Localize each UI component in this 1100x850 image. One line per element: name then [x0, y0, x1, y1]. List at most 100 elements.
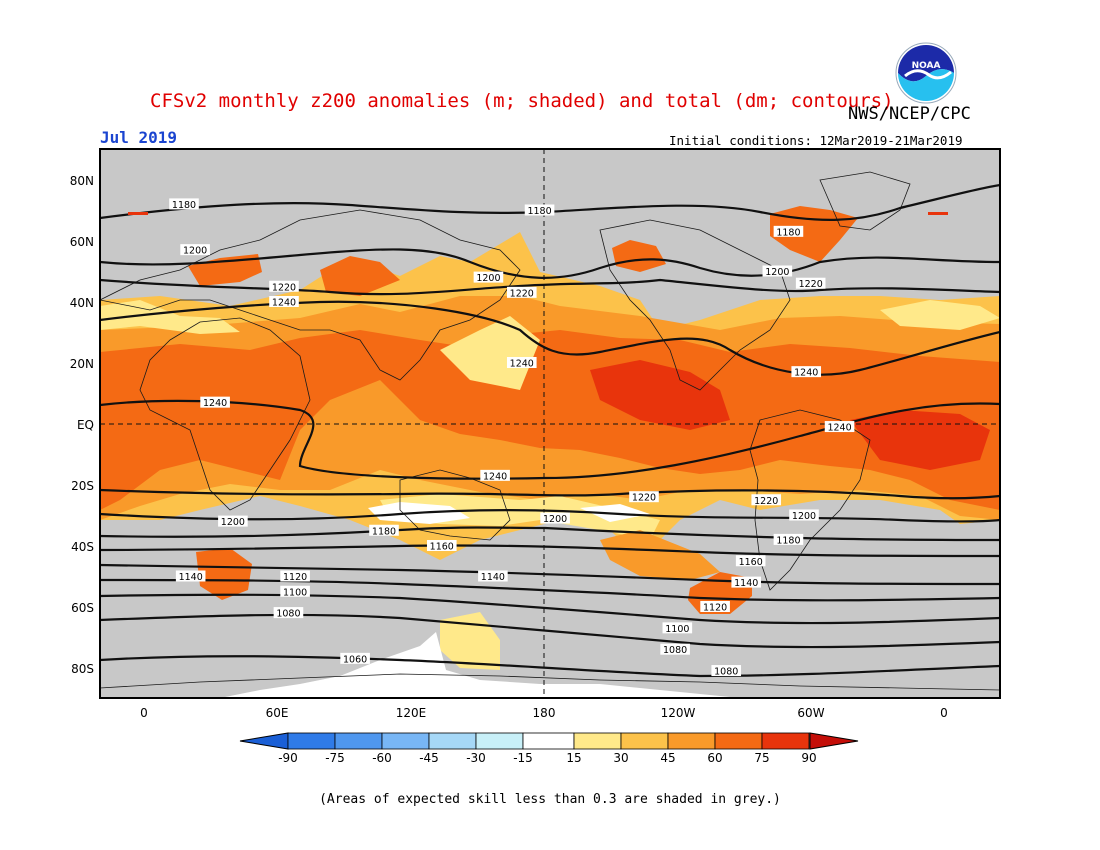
svg-text:1240: 1240 [483, 471, 507, 482]
anomaly-fill-75-90 [850, 410, 990, 470]
contour-label: 1180 [524, 204, 555, 217]
contour-label: 1080 [660, 643, 690, 656]
colorbar-cell [428, 732, 477, 750]
svg-text:1240: 1240 [510, 359, 534, 370]
coastline-australia [399, 469, 511, 541]
marker-dash [128, 212, 148, 215]
contour-label: 1200 [789, 509, 819, 522]
svg-text:1080: 1080 [663, 645, 687, 656]
contour-label: 1140 [731, 576, 762, 589]
lon-label: 0 [140, 706, 148, 720]
contour-label: 1200 [762, 265, 793, 278]
map-title: CFSv2 monthly z200 anomalies (m; shaded)… [150, 90, 894, 112]
lat-label: 80N [70, 174, 94, 188]
colorbar-label: -90 [278, 751, 298, 765]
contour-1180-south [100, 526, 1000, 542]
contour-label: 1220 [269, 280, 299, 293]
contour-1200-north [100, 248, 1000, 279]
contour-label: 1200 [473, 271, 504, 284]
lat-label: 40N [70, 296, 94, 310]
contour-label: 1240 [791, 366, 822, 379]
svg-text:1220: 1220 [510, 288, 534, 299]
colorbar-cell [334, 732, 383, 750]
svg-text:1240: 1240 [272, 298, 296, 309]
contour-label: 1100 [280, 585, 310, 598]
skill-footnote: (Areas of expected skill less than 0.3 a… [319, 792, 781, 807]
contour-label: 1240 [824, 421, 855, 434]
contour-label: 1100 [662, 622, 693, 635]
contour-label: 1140 [478, 570, 508, 583]
contour-label: 1060 [340, 652, 370, 665]
contour-1160-south [100, 544, 1000, 558]
contour-1060-south [100, 655, 1000, 678]
contour-lines [100, 183, 1000, 678]
lon-label: 120W [661, 706, 696, 720]
coastline-greenland [819, 171, 911, 231]
lon-label: 180 [533, 706, 556, 720]
contour-label: 1200 [218, 515, 248, 528]
svg-text:1200: 1200 [221, 517, 245, 528]
lat-label: 20N [70, 357, 94, 371]
colorbar-cell [761, 732, 810, 750]
contour-label: 1200 [180, 244, 210, 257]
contour-label: 1240 [506, 357, 537, 370]
svg-text:1220: 1220 [799, 279, 823, 290]
svg-text:1180: 1180 [776, 535, 800, 546]
anomaly-fill-45-60 [600, 530, 720, 580]
svg-text:1060: 1060 [343, 654, 367, 665]
contour-label: 1220 [629, 491, 659, 504]
svg-text:1220: 1220 [632, 493, 656, 504]
contour-label: 1240 [480, 469, 510, 482]
lat-label: EQ [77, 418, 94, 432]
lat-label: 80S [71, 662, 94, 676]
lon-label: 60E [266, 706, 289, 720]
colorbar-arrow-high [809, 732, 859, 750]
lat-label: 60N [70, 235, 94, 249]
contour-label-layer: 1180 1180 1180 1200 1200 1200 1220 1220 1220 1240… [169, 198, 855, 678]
colorbar-cell [475, 732, 524, 750]
anomaly-fill-60-75 [196, 548, 252, 600]
contour-1140-south [100, 563, 1000, 586]
svg-text:1140: 1140 [481, 572, 505, 583]
anomaly-fill-60-75 [320, 256, 400, 296]
contour-1080-south [100, 613, 1000, 649]
contour-label: 1240 [269, 296, 299, 309]
svg-text:1180: 1180 [527, 206, 551, 217]
svg-text:1220: 1220 [754, 496, 778, 507]
lon-axis: 0 60E 120E 180 120W 60W 0 [140, 706, 948, 720]
contour-label: 1120 [700, 601, 730, 614]
svg-text:1160: 1160 [739, 557, 763, 568]
noaa-logo: NOAA [895, 42, 957, 104]
anomaly-fill-75-90 [590, 360, 730, 430]
svg-text:1100: 1100 [283, 587, 307, 598]
contour-1100-south [100, 593, 1000, 625]
svg-text:1220: 1220 [272, 282, 296, 293]
colorbar-cell [522, 732, 575, 750]
lon-label: 60W [797, 706, 824, 720]
svg-text:1140: 1140 [734, 578, 758, 589]
coastlines [100, 171, 1000, 691]
coastline-africa [139, 317, 311, 511]
agency-label: NWS/NCEP/CPC [848, 104, 971, 124]
svg-text:1240: 1240 [794, 368, 818, 379]
svg-text:1200: 1200 [765, 267, 789, 278]
lon-label: 120E [396, 706, 427, 720]
svg-text:1100: 1100 [665, 624, 689, 635]
lat-label: 60S [71, 601, 94, 615]
colorbar-label: -60 [372, 751, 392, 765]
colorbar-label: 90 [801, 751, 816, 765]
contour-1120-south [100, 578, 1000, 602]
colorbar-cell [667, 732, 716, 750]
coastline-north-america [599, 219, 791, 391]
anomaly-fill-15-30 [880, 300, 1000, 330]
svg-text:1120: 1120 [283, 572, 307, 583]
contour-1240-north [100, 300, 1000, 376]
coastline-eurasia [100, 209, 521, 381]
colorbar-cell [287, 732, 336, 750]
svg-text:1120: 1120 [703, 603, 727, 614]
initial-conditions-label: Initial conditions: 12Mar2019-21Mar2019 [669, 133, 963, 148]
colorbar-cell [620, 732, 669, 750]
contour-label: 1220 [795, 277, 826, 290]
lat-label: 40S [71, 540, 94, 554]
